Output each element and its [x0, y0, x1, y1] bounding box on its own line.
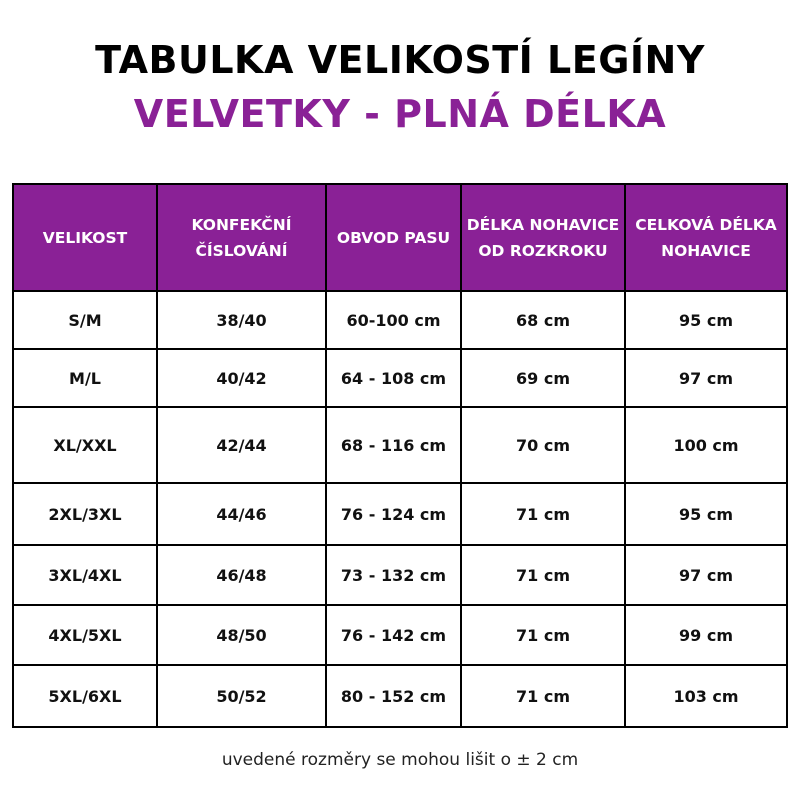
cell-clothing-number: 50/52 [156, 664, 327, 728]
cell-clothing-number: 46/48 [156, 544, 327, 606]
cell-size: M/L [12, 348, 158, 408]
cell-total-length: 95 cm [624, 290, 788, 350]
cell-inseam: 71 cm [460, 482, 626, 546]
cell-clothing-number: 42/44 [156, 406, 327, 484]
cell-inseam: 69 cm [460, 348, 626, 408]
cell-total-length: 100 cm [624, 406, 788, 484]
cell-waist: 76 - 124 cm [325, 482, 462, 546]
cell-inseam: 71 cm [460, 664, 626, 728]
page-subtitle: VELVETKY - PLNÁ DÉLKA [133, 92, 667, 136]
cell-inseam: 71 cm [460, 604, 626, 666]
size-table: VELIKOST KONFEKČNÍ ČÍSLOVÁNÍ OBVOD PASU DÉL… [12, 183, 788, 728]
page-title: TABULKA VELIKOSTÍ LEGÍNY [95, 38, 705, 82]
column-header-inseam: DÉLKA NOHAVICE OD ROZKROKU [460, 183, 626, 292]
table-header-row: VELIKOST KONFEKČNÍ ČÍSLOVÁNÍ OBVOD PASU DÉL… [12, 183, 788, 292]
cell-total-length: 97 cm [624, 544, 788, 606]
table-row: 2XL/3XL 44/46 76 - 124 cm 71 cm 95 cm [12, 482, 788, 546]
cell-total-length: 97 cm [624, 348, 788, 408]
cell-size: 2XL/3XL [12, 482, 158, 546]
cell-waist: 68 - 116 cm [325, 406, 462, 484]
table-row: 3XL/4XL 46/48 73 - 132 cm 71 cm 97 cm [12, 544, 788, 606]
cell-size: S/M [12, 290, 158, 350]
cell-waist: 64 - 108 cm [325, 348, 462, 408]
cell-size: 4XL/5XL [12, 604, 158, 666]
cell-waist: 73 - 132 cm [325, 544, 462, 606]
cell-inseam: 68 cm [460, 290, 626, 350]
cell-waist: 80 - 152 cm [325, 664, 462, 728]
cell-clothing-number: 44/46 [156, 482, 327, 546]
cell-inseam: 71 cm [460, 544, 626, 606]
cell-size: 5XL/6XL [12, 664, 158, 728]
table-row: 4XL/5XL 48/50 76 - 142 cm 71 cm 99 cm [12, 604, 788, 666]
cell-size: XL/XXL [12, 406, 158, 484]
cell-clothing-number: 38/40 [156, 290, 327, 350]
cell-size: 3XL/4XL [12, 544, 158, 606]
table-row: 5XL/6XL 50/52 80 - 152 cm 71 cm 103 cm [12, 664, 788, 728]
cell-inseam: 70 cm [460, 406, 626, 484]
table-row: S/M 38/40 60-100 cm 68 cm 95 cm [12, 290, 788, 350]
cell-total-length: 95 cm [624, 482, 788, 546]
cell-clothing-number: 48/50 [156, 604, 327, 666]
cell-waist: 76 - 142 cm [325, 604, 462, 666]
column-header-clothing-number: KONFEKČNÍ ČÍSLOVÁNÍ [156, 183, 327, 292]
cell-total-length: 103 cm [624, 664, 788, 728]
column-header-size: VELIKOST [12, 183, 158, 292]
table-row: XL/XXL 42/44 68 - 116 cm 70 cm 100 cm [12, 406, 788, 484]
footnote: uvedené rozměry se mohou lišit o ± 2 cm [221, 750, 579, 770]
table-row: M/L 40/42 64 - 108 cm 69 cm 97 cm [12, 348, 788, 408]
column-header-waist: OBVOD PASU [325, 183, 462, 292]
cell-waist: 60-100 cm [325, 290, 462, 350]
cell-total-length: 99 cm [624, 604, 788, 666]
cell-clothing-number: 40/42 [156, 348, 327, 408]
column-header-total-length: CELKOVÁ DÉLKA NOHAVICE [624, 183, 788, 292]
